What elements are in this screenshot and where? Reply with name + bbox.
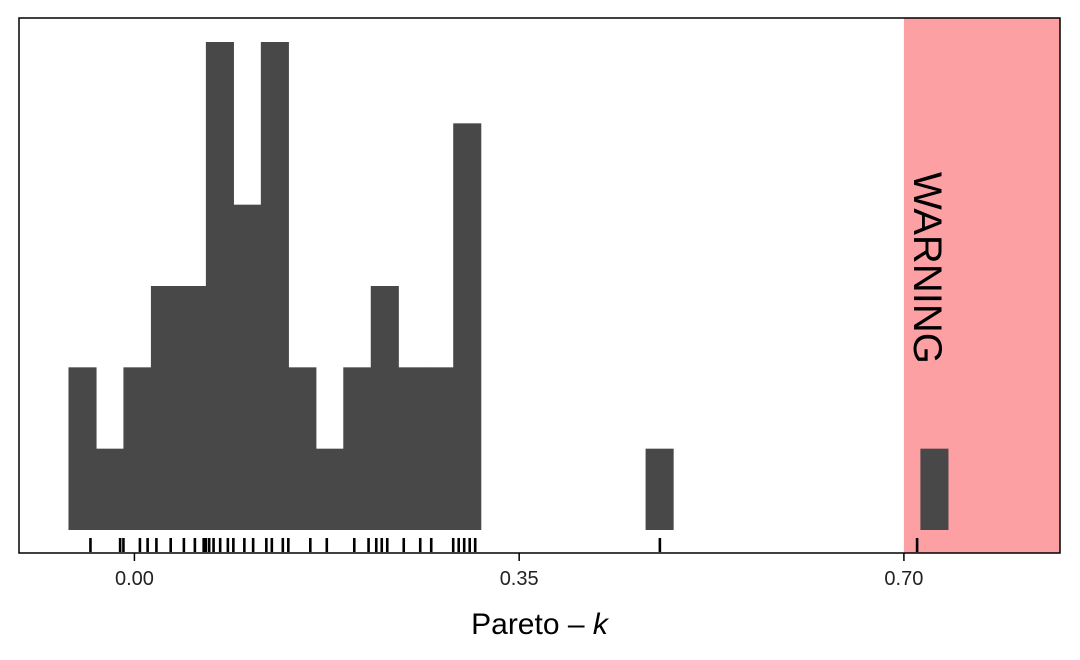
x-axis-title: Pareto – k [471, 608, 610, 641]
x-tick-label-1: 0.35 [500, 568, 539, 590]
histogram-bar-8 [288, 367, 317, 530]
x-axis-ticks: 0.00 0.35 0.70 [115, 553, 923, 590]
histogram-bar-7 [260, 42, 289, 530]
x-tick-label-2: 0.70 [884, 568, 923, 590]
histogram-bar-12 [398, 367, 427, 530]
histogram-bar-5 [205, 42, 234, 530]
x-axis-title-text: Pareto – [471, 608, 593, 641]
histogram-bar-1 [95, 448, 125, 530]
histogram-bar-6 [233, 204, 262, 530]
histogram-bar-9 [315, 448, 344, 530]
histogram-bar-3 [150, 286, 179, 530]
x-tick-label-0: 0.00 [115, 568, 154, 590]
histogram-bar-16 [920, 448, 949, 530]
histogram-bar-0 [68, 367, 97, 530]
histogram-bars [68, 42, 949, 530]
histogram-bar-13 [425, 367, 454, 530]
histogram-bar-15 [645, 448, 674, 530]
warning-label: WARNING [905, 172, 949, 364]
histogram-bar-11 [370, 286, 399, 530]
plot-frame [18, 17, 1061, 554]
rug-marks [89, 538, 919, 552]
histogram-bar-14 [453, 123, 482, 530]
histogram-bar-4 [178, 286, 207, 530]
histogram-bar-2 [123, 367, 152, 530]
histogram-bar-10 [343, 367, 372, 530]
x-axis-title-k: k [593, 608, 610, 641]
